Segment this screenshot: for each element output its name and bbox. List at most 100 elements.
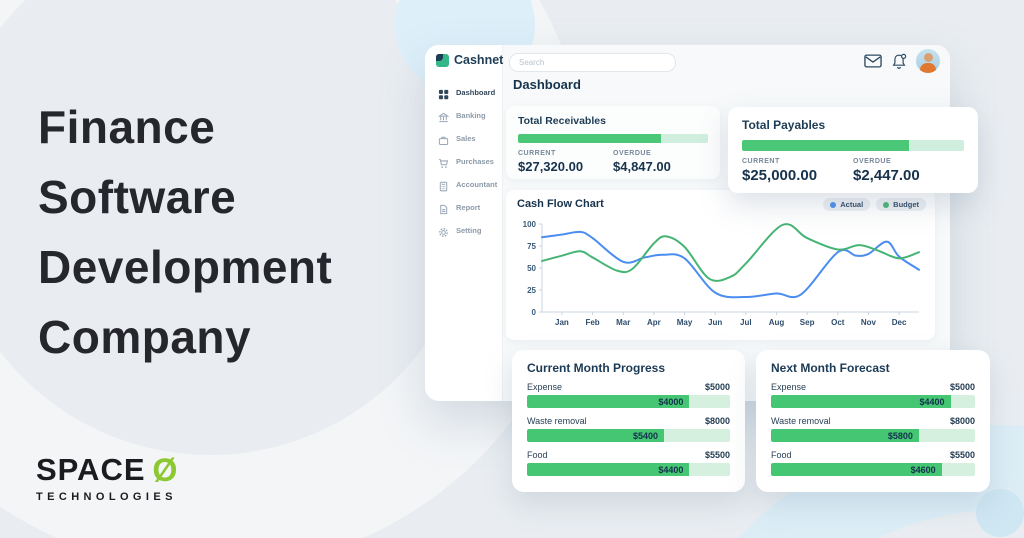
- overdue-value: $2,447.00: [853, 167, 920, 184]
- sidebar-item-label: Accountant: [456, 180, 498, 189]
- app-logo[interactable]: Cashnet: [436, 53, 503, 67]
- row-progress-track: $4400: [771, 395, 975, 408]
- briefcase-icon: [438, 133, 449, 145]
- progress-rows: Expense $5000 $4400 Waste removal $8000 $5800…: [771, 382, 975, 476]
- svg-text:Oct: Oct: [831, 318, 845, 327]
- row-total: $5000: [949, 382, 975, 392]
- legend-label: Budget: [893, 200, 919, 209]
- sidebar-item-purchases[interactable]: Purchases: [425, 150, 502, 173]
- next-month-forecast-card: Next Month Forecast Expense $5000 $4400 Was…: [756, 350, 990, 492]
- row-label: Food: [527, 450, 548, 460]
- legend-dot: [830, 201, 837, 208]
- card-title: Next Month Forecast: [771, 361, 890, 375]
- card-title: Total Payables: [742, 118, 826, 132]
- sidebar-item-accountant[interactable]: Accountant: [425, 173, 502, 196]
- page-title: Dashboard: [513, 77, 581, 92]
- app-logo-text: Cashnet: [454, 53, 504, 67]
- sidebar-item-label: Sales: [456, 134, 476, 143]
- row-progress-value: $4400: [658, 464, 684, 475]
- gear-icon: [438, 225, 449, 237]
- card-title: Total Receivables: [518, 115, 606, 127]
- bank-icon: [437, 110, 450, 123]
- current-value: $27,320.00: [518, 159, 584, 174]
- row-label: Food: [771, 450, 792, 460]
- sidebar-item-sales[interactable]: Sales: [425, 127, 502, 150]
- hero-line: Software: [38, 171, 237, 223]
- legend-item-budget[interactable]: Budget: [876, 198, 926, 211]
- svg-text:May: May: [677, 318, 693, 327]
- row-progress-track: $4600: [771, 463, 975, 476]
- progress-row: Food $5500 $4600: [771, 450, 975, 476]
- sidebar-item-label: Setting: [456, 226, 482, 235]
- row-progress-fill: $4600: [771, 463, 942, 476]
- brand-subtitle: TECHNOLOGIES: [36, 491, 177, 503]
- chart-title: Cash Flow Chart: [517, 198, 604, 210]
- svg-text:75: 75: [527, 242, 536, 251]
- progress-row: Expense $5000 $4000: [527, 382, 730, 408]
- row-total: $8000: [704, 416, 730, 426]
- search-input[interactable]: [509, 53, 676, 72]
- row-total: $5000: [704, 382, 730, 392]
- sidebar: Cashnet Dashboard Banking: [425, 45, 503, 401]
- svg-text:Sep: Sep: [800, 318, 815, 327]
- overdue-label: OVERDUE: [853, 158, 892, 165]
- sidebar-item-setting[interactable]: Setting: [425, 219, 502, 242]
- svg-text:Apr: Apr: [647, 318, 661, 327]
- mail-icon[interactable]: [864, 54, 882, 68]
- total-receivables-card: Total Receivables CURRENT $27,320.00 OVE…: [506, 106, 720, 179]
- brand-o-icon: Ø: [152, 452, 178, 488]
- progress-row: Food $5500 $4400: [527, 450, 730, 476]
- sidebar-item-report[interactable]: Report: [425, 196, 502, 219]
- row-progress-track: $5800: [771, 429, 975, 442]
- cart-icon: [438, 156, 449, 168]
- row-label: Waste removal: [771, 416, 831, 426]
- payables-progress-fill: [742, 140, 909, 151]
- row-progress-track: $4400: [527, 463, 730, 476]
- app-window: Cashnet Dashboard Banking: [425, 45, 978, 401]
- row-progress-fill: $5400: [527, 429, 665, 442]
- legend-dot: [883, 201, 890, 208]
- svg-text:Feb: Feb: [585, 318, 599, 327]
- current-value: $25,000.00: [742, 167, 818, 184]
- svg-text:Dec: Dec: [892, 318, 907, 327]
- sidebar-item-label: Banking: [456, 111, 486, 120]
- legend-label: Actual: [840, 200, 864, 209]
- sidebar-item-label: Purchases: [456, 157, 494, 166]
- row-total: $5500: [704, 450, 730, 460]
- legend-item-actual[interactable]: Actual: [823, 198, 871, 211]
- cashnet-logo-icon: [436, 53, 449, 67]
- row-label: Expense: [527, 382, 563, 392]
- payables-progress-track: [742, 140, 964, 151]
- card-title: Current Month Progress: [527, 361, 666, 375]
- svg-text:0: 0: [532, 308, 537, 317]
- hero-line: Finance: [38, 101, 216, 153]
- user-avatar[interactable]: [916, 49, 940, 73]
- progress-row: Expense $5000 $4400: [771, 382, 975, 408]
- row-progress-fill: $4000: [527, 395, 690, 408]
- svg-text:Jul: Jul: [740, 318, 752, 327]
- svg-text:100: 100: [523, 220, 537, 229]
- hero-headline: Finance Software Development Company: [38, 92, 332, 372]
- sidebar-item-dashboard[interactable]: Dashboard: [425, 81, 502, 104]
- cash-flow-line-chart: 0 25 50 75 100 Jan Feb Mar Apr May Jun Jul Aug Sep Oct…: [523, 220, 920, 327]
- company-logo: SPACE Ø TECHNOLOGIES: [36, 452, 177, 503]
- notification-bell-icon[interactable]: [891, 53, 907, 70]
- decorative-dot: [976, 489, 1024, 537]
- svg-text:50: 50: [527, 264, 536, 273]
- calculator-icon: [438, 179, 449, 192]
- row-label: Expense: [771, 382, 807, 392]
- row-progress-value: $4400: [919, 396, 945, 407]
- row-progress-value: $4000: [658, 396, 684, 407]
- sidebar-item-banking[interactable]: Banking: [425, 104, 502, 127]
- progress-rows: Expense $5000 $4000 Waste removal $8000 $5400…: [527, 382, 730, 476]
- document-icon: [438, 202, 449, 215]
- row-progress-fill: $5800: [771, 429, 919, 442]
- total-payables-card: Total Payables CURRENT $25,000.00 OVERDU…: [728, 107, 978, 193]
- row-progress-fill: $4400: [527, 463, 690, 476]
- svg-text:Nov: Nov: [861, 318, 877, 327]
- svg-text:Jun: Jun: [708, 318, 722, 327]
- overdue-label: OVERDUE: [613, 150, 652, 157]
- row-progress-value: $4600: [910, 464, 936, 475]
- receivables-progress-fill: [518, 134, 661, 143]
- row-total: $5500: [949, 450, 975, 460]
